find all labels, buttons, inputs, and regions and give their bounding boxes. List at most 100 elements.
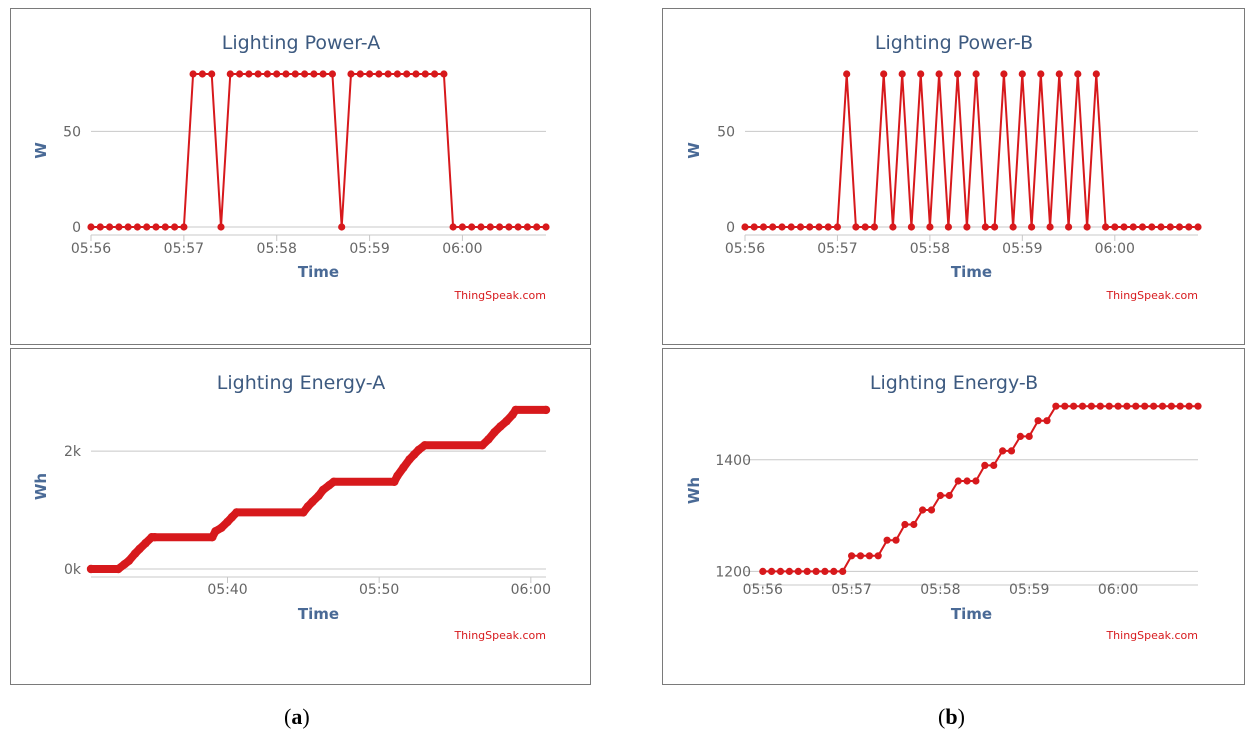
data-point [1070, 402, 1078, 410]
data-point [1111, 223, 1119, 231]
data-point [1141, 402, 1149, 410]
x-tick-label: 05:59 [349, 241, 389, 257]
data-point [981, 223, 989, 231]
data-point [478, 441, 487, 450]
data-point [314, 491, 323, 501]
data-point [161, 223, 169, 231]
data-point [114, 564, 123, 574]
data-point [812, 567, 820, 575]
data-point [1065, 223, 1073, 231]
data-point [1102, 223, 1110, 231]
data-point [954, 477, 962, 485]
data-point [1157, 223, 1165, 231]
data-point [1123, 402, 1131, 410]
data-point [796, 223, 805, 231]
data-point [180, 223, 188, 231]
x-tick-label: 05:57 [817, 241, 857, 257]
data-point [1000, 70, 1008, 78]
data-point [1194, 402, 1202, 410]
data-point [115, 223, 123, 231]
data-point [1028, 223, 1036, 231]
x-tick-label: 05:57 [831, 582, 871, 598]
data-point [208, 70, 216, 78]
data-point [1046, 223, 1054, 231]
data-point [449, 223, 457, 231]
data-point [541, 405, 551, 415]
chart-credit: ThingSpeak.com [1105, 629, 1198, 642]
data-point [803, 567, 811, 575]
data-point [778, 223, 786, 231]
data-point [901, 520, 909, 529]
data-point [794, 567, 802, 575]
x-tick-label: 05:59 [1009, 582, 1049, 598]
chart-power-a: 0 50 05:56 05:57 05:58 05:59 06:00 Lighting Pow… [32, 32, 550, 302]
data-point [883, 536, 891, 544]
data-point [910, 520, 918, 529]
data-point [189, 70, 197, 78]
x-axis-label: Time [298, 263, 339, 281]
data-point [1120, 223, 1128, 231]
data-point [421, 70, 429, 78]
data-point [1166, 223, 1174, 231]
data-point [393, 471, 402, 481]
data-point [533, 223, 541, 231]
y-tick-label: 50 [717, 124, 735, 140]
data-point [1167, 402, 1175, 410]
data-point [972, 477, 980, 485]
data-point [1158, 402, 1167, 410]
data-point [477, 223, 485, 231]
data-point [496, 223, 504, 231]
data-point [106, 223, 114, 231]
chart-credit: ThingSpeak.com [453, 289, 546, 302]
data-point [86, 564, 96, 574]
y-tick-label: 1400 [715, 453, 751, 469]
data-point [963, 477, 971, 485]
x-tick-label: 05:59 [1002, 241, 1042, 257]
data-point [1185, 402, 1193, 410]
data-point [399, 463, 408, 472]
data-point [319, 70, 327, 78]
data-point [856, 552, 865, 560]
data-point [1148, 223, 1156, 231]
data-point [328, 70, 336, 78]
data-point [171, 223, 179, 231]
data-point [1132, 402, 1140, 410]
data-point [830, 567, 838, 575]
data-point [1092, 70, 1100, 78]
data-point [935, 70, 943, 78]
x-axis-label: Time [951, 263, 992, 281]
data-point [821, 567, 829, 575]
x-axis-label: Time [951, 605, 992, 623]
data-point [375, 70, 383, 78]
data-point [1175, 223, 1184, 231]
data-point [502, 416, 511, 426]
data-point [124, 223, 132, 231]
x-tick-label: 05:58 [910, 241, 950, 257]
x-tick-label: 06:00 [1098, 582, 1138, 598]
data-point [486, 223, 494, 231]
chart-title: Lighting Energy-B [870, 372, 1038, 394]
chart-power-b: 0 50 05:56 05:57 05:58 05:59 06:00 Lighting Pow… [685, 32, 1202, 302]
y-tick-label: 0 [72, 220, 81, 236]
series-line [90, 73, 547, 228]
data-point [135, 544, 144, 554]
chart-panel-energy-a: 0k 2k 05:40 05:50 06:00 Lighting Energy-A Time… [10, 348, 591, 685]
x-tick-label: 05:58 [920, 582, 960, 598]
data-point [263, 70, 271, 78]
data-point [999, 447, 1007, 455]
data-point [217, 223, 225, 231]
data-point [232, 508, 241, 517]
data-point [954, 70, 962, 78]
caption-a: (a) [284, 704, 310, 730]
data-point [226, 70, 234, 78]
caption-a-close: ) [302, 704, 310, 729]
series-line [87, 405, 550, 573]
data-point [936, 491, 944, 500]
data-point [514, 223, 522, 231]
data-point [1007, 447, 1016, 455]
data-point [1129, 223, 1137, 231]
data-point [496, 422, 505, 431]
data-point [1114, 402, 1122, 410]
data-point [542, 223, 550, 231]
data-point [1055, 70, 1063, 78]
